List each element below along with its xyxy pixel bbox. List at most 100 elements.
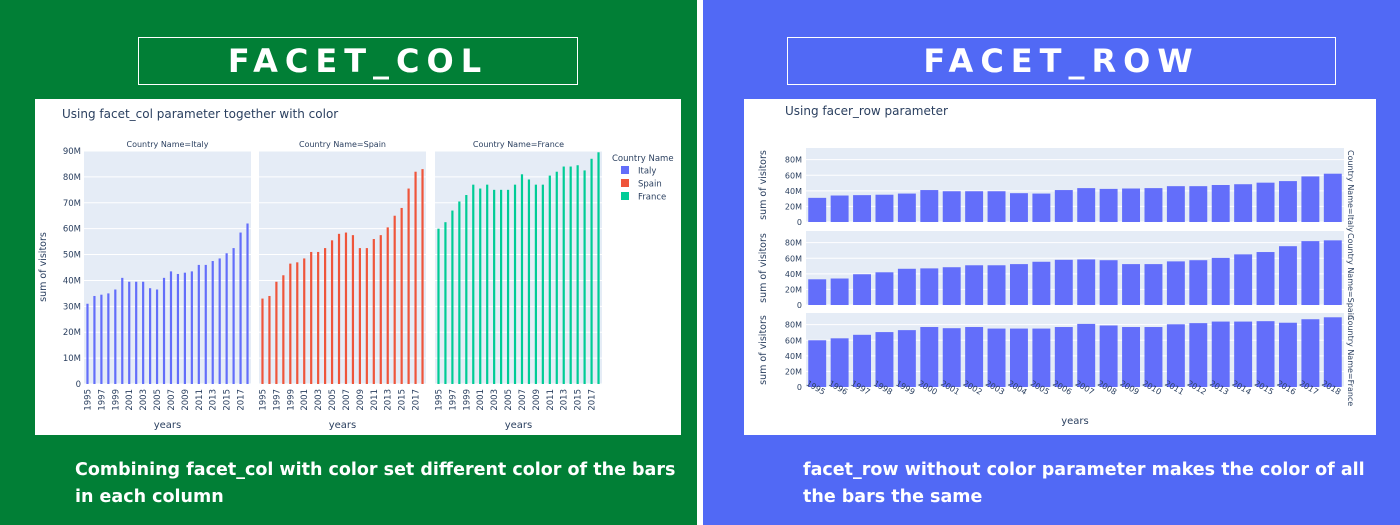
x-tick-label: 2007 <box>518 389 528 411</box>
y-tick-label: 40M <box>785 270 802 279</box>
bar <box>414 172 416 384</box>
facet-col-chart-svg: Using facet_col parameter together with … <box>35 99 681 435</box>
bar <box>1010 193 1028 222</box>
bar <box>549 176 551 384</box>
bar <box>261 299 263 384</box>
bar <box>421 169 423 384</box>
bar <box>289 264 291 384</box>
bar <box>1234 184 1252 222</box>
y-tick-label: 70M <box>63 199 81 209</box>
bar <box>246 223 248 384</box>
bar <box>1010 329 1028 387</box>
bar <box>577 165 579 384</box>
x-tick-label: 1999 <box>462 389 472 411</box>
x-axis-label: years <box>1061 416 1089 427</box>
bar <box>373 239 375 384</box>
bar <box>943 328 961 387</box>
bar <box>1301 241 1319 305</box>
x-tick-label: 2015 <box>223 389 233 411</box>
facet-row-chart-svg: Using facer_row parameter 0 20M 40M 60M 80M su… <box>744 99 1376 435</box>
bar <box>177 274 179 384</box>
bar <box>437 229 439 384</box>
bar <box>1189 186 1207 222</box>
x-tick-label: 2013 <box>209 389 219 411</box>
bar <box>988 191 1006 222</box>
bar <box>1122 264 1140 305</box>
bar <box>898 269 916 305</box>
legend-item: France <box>638 193 666 203</box>
x-tick-label: 2011 <box>370 389 380 411</box>
x-tick-label: 2007 <box>342 389 352 411</box>
y-tick-label: 20M <box>785 367 802 376</box>
bar <box>1100 189 1118 222</box>
bar <box>853 274 871 305</box>
bar <box>1122 189 1140 222</box>
x-tick-label: 1995 <box>83 389 93 411</box>
bar <box>1100 325 1118 387</box>
y-tick-label: 0 <box>797 301 802 310</box>
x-tick-label: 2017 <box>412 389 422 411</box>
x-tick-label: 2011 <box>546 389 556 411</box>
bar <box>163 278 165 384</box>
bar <box>1055 260 1073 305</box>
bar <box>965 265 983 305</box>
bar <box>1212 185 1230 222</box>
y-tick-label: 20M <box>785 285 802 294</box>
facet-row-panel: FACET_ROW Using facer_row parameter 0 20M 4… <box>703 0 1400 525</box>
x-tick-label: 1995 <box>258 389 268 411</box>
facet-row-caption: facet_row without color parameter makes … <box>803 457 1373 511</box>
bar <box>401 208 403 384</box>
bar <box>831 279 849 305</box>
x-tick-label: 2003 <box>139 389 149 411</box>
bar <box>556 172 558 384</box>
x-tick-label: 2001 <box>300 389 310 411</box>
bar <box>988 265 1006 305</box>
y-tick-label: 80M <box>785 156 802 165</box>
x-tick-label: 2001 <box>125 389 135 411</box>
bar <box>1032 262 1050 305</box>
facet-col-panel: FACET_COL Using facet_col parameter toge… <box>0 0 697 525</box>
bar <box>1234 322 1252 387</box>
bar <box>219 258 221 384</box>
bar <box>226 253 228 384</box>
bar <box>1055 190 1073 222</box>
bar <box>1212 322 1230 387</box>
bar <box>394 216 396 384</box>
bar <box>1279 181 1297 222</box>
bar <box>853 195 871 222</box>
bar <box>1324 174 1342 222</box>
x-tick-label: 2009 <box>356 389 366 411</box>
facet-col-heading: FACET_COL <box>138 37 578 85</box>
bar <box>1301 176 1319 222</box>
bar <box>198 265 200 384</box>
facet-label: Country Name=France <box>473 140 564 149</box>
x-tick-label: 2005 <box>153 389 163 411</box>
bar <box>149 288 151 384</box>
bar <box>875 195 893 222</box>
y-tick-label: 40M <box>785 187 802 196</box>
bar <box>920 327 938 387</box>
bar <box>156 290 158 384</box>
y-tick-label: 90M <box>63 147 81 157</box>
bar <box>1324 240 1342 305</box>
legend-swatch <box>621 192 629 200</box>
bar <box>268 296 270 384</box>
bar <box>184 273 186 384</box>
y-tick-label: 80M <box>785 239 802 248</box>
x-axis-label: years <box>505 420 533 431</box>
bar <box>1122 327 1140 387</box>
bar <box>1189 260 1207 305</box>
y-tick-label: 0 <box>797 383 802 392</box>
bar <box>570 167 572 384</box>
x-tick-label: 2015 <box>398 389 408 411</box>
y-axis-label: sum of visitors <box>758 315 769 385</box>
bar <box>324 248 326 384</box>
bar <box>1032 329 1050 387</box>
bar <box>920 190 938 222</box>
bar <box>366 248 368 384</box>
y-tick-label: 60M <box>785 254 802 263</box>
bar <box>1167 324 1185 387</box>
facet-col-caption: Combining facet_col with color set diffe… <box>75 457 685 511</box>
bar <box>542 185 544 384</box>
bar <box>808 279 826 305</box>
